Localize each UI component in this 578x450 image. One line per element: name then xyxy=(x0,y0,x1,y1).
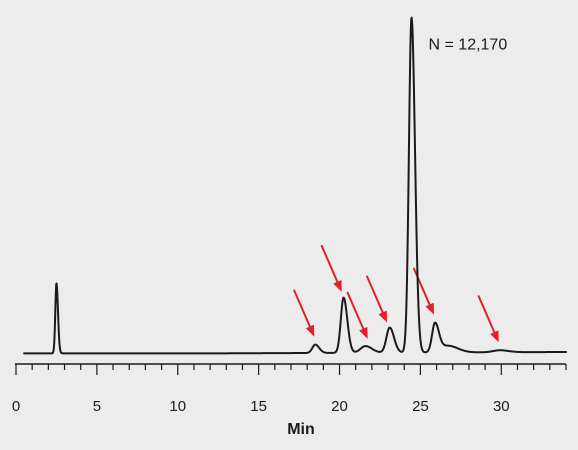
arrows-layer xyxy=(293,244,499,343)
plate-count-annotation: N = 12,170 xyxy=(429,36,508,53)
peak-arrow-shaft xyxy=(320,244,339,283)
x-axis-title: Min xyxy=(287,421,315,438)
peak-arrow xyxy=(346,291,368,339)
x-tick-label: 5 xyxy=(93,398,101,415)
peak-arrow-head xyxy=(378,310,388,323)
peak-arrow-head xyxy=(425,302,434,315)
peak-arrow-shaft xyxy=(346,291,365,330)
peak-arrow xyxy=(366,275,388,323)
x-tick-label: 0 xyxy=(12,398,20,415)
peak-arrow-head xyxy=(305,324,315,337)
peak-arrow-shaft xyxy=(366,275,384,314)
peak-arrow-shaft xyxy=(412,267,431,306)
x-tick-label: 15 xyxy=(250,398,267,415)
x-tick-label: 25 xyxy=(412,398,429,415)
peak-arrow-head xyxy=(333,280,342,292)
x-tick-label: 10 xyxy=(169,398,186,415)
x-tick-label: 20 xyxy=(331,398,348,415)
x-axis-ticks: 0 5 10 15 20 25 30 xyxy=(12,364,567,415)
peak-arrow xyxy=(477,295,499,343)
peak-arrow xyxy=(320,244,342,292)
peak-arrow xyxy=(293,289,315,337)
peak-arrow-head xyxy=(490,330,499,343)
peak-arrow-shaft xyxy=(477,295,496,334)
peak-arrow-shaft xyxy=(293,289,311,328)
x-tick-label: 30 xyxy=(493,398,510,415)
chromatogram-trace xyxy=(23,16,567,355)
peak-arrow-head xyxy=(359,326,368,339)
